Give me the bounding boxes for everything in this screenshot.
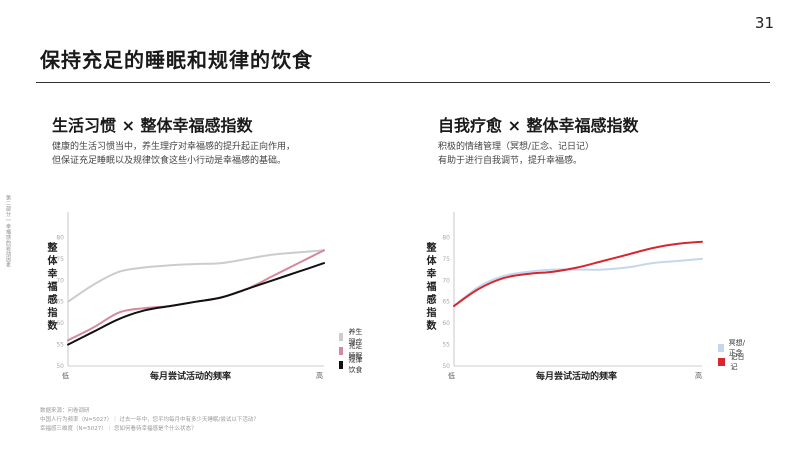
chart-description-line: 积极的情绪管理（冥想/正念、记日记） [438, 142, 595, 152]
y-tick-label: 80 [56, 234, 64, 241]
chart-panel-lifestyle: 生活习惯 × 整体幸福感指数 健康的生活习惯当中，养生理疗对幸福感的提升起正向作… [34, 112, 364, 382]
legend-swatch [339, 347, 344, 355]
legend-label: 冥想/正念 [728, 339, 745, 357]
legend-swatch [339, 333, 344, 341]
data-source-note: 数据来源：问卷调研 中国人行为频率（N=5027）｜ 过去一年中，您平均每月中有… [40, 407, 259, 434]
series-line [453, 240, 703, 307]
y-tick-label: 50 [442, 363, 450, 370]
chart-description-line: 有助于进行自我调节，提升幸福感。 [438, 156, 583, 166]
chart-description-line: 但保证充足睡眠以及规律饮食这些小行动是幸福感的基础。 [52, 156, 287, 166]
y-tick-label: 80 [442, 234, 450, 241]
source-line: 幸福感三维度（N=5027）｜ 您如何看待幸福感是个什么状态？ [40, 426, 197, 432]
legend-item: 记日记 [718, 353, 750, 371]
side-section-label: 第二部分 | 幸福感的驱动因素 [5, 195, 11, 268]
legend-label: 充足睡眠 [348, 342, 363, 360]
legend-label: 养生理疗 [348, 328, 363, 346]
legend-swatch [339, 361, 344, 369]
legend-item: 养生理疗 [339, 328, 364, 346]
y-tick-label: 65 [56, 299, 64, 306]
chart-description-line: 健康的生活习惯当中，养生理疗对幸福感的提升起正向作用， [52, 142, 296, 152]
line-chart-self-healing: 50 55 60 65 70 75 80 [442, 212, 703, 370]
line-chart-lifestyle: 50 55 60 65 70 75 80 [56, 212, 325, 370]
legend-label: 规律饮食 [348, 356, 363, 374]
y-tick-label: 60 [56, 320, 64, 327]
chart-legend: 冥想/正念 记日记 [718, 339, 750, 371]
y-tick-label: 50 [56, 363, 64, 370]
series-line [67, 262, 325, 346]
x-axis-label: 每月尝试活动的频率 [536, 372, 618, 382]
y-tick-label: 75 [56, 256, 64, 263]
y-axis-label: 整体幸福感指数 [424, 242, 435, 333]
y-axis-label: 整体幸福感指数 [45, 242, 56, 333]
legend-swatch [718, 344, 724, 352]
x-axis-low-label: 低 [448, 372, 455, 380]
x-axis-label: 每月尝试活动的频率 [150, 372, 232, 382]
chart-title: 自我疗愈 × 整体幸福感指数 [438, 116, 639, 135]
y-tick-label: 55 [56, 342, 64, 349]
legend-swatch [718, 358, 726, 366]
chart-legend: 养生理疗 充足睡眠 规律饮食 [339, 328, 364, 374]
legend-item: 充足睡眠 [339, 342, 364, 360]
y-tick-label: 70 [56, 277, 64, 284]
chart-title: 生活习惯 × 整体幸福感指数 [52, 116, 253, 135]
x-axis-low-label: 低 [62, 372, 69, 380]
x-axis-high-label: 高 [316, 372, 323, 380]
page-number: 31 [754, 14, 774, 32]
chart-description: 健康的生活习惯当中，养生理疗对幸福感的提升起正向作用， 但保证充足睡眠以及规律饮… [52, 140, 295, 168]
series-line [67, 249, 325, 303]
source-line: 数据来源：问卷调研 [40, 408, 90, 414]
y-tick-label: 70 [442, 277, 450, 284]
x-axis-high-label: 高 [695, 372, 702, 380]
legend-item: 冥想/正念 [718, 339, 750, 357]
chart-panel-self-healing: 自我疗愈 × 整体幸福感指数 积极的情绪管理（冥想/正念、记日记） 有助于进行自… [420, 112, 750, 382]
title-divider [36, 82, 770, 83]
chart-description: 积极的情绪管理（冥想/正念、记日记） 有助于进行自我调节，提升幸福感。 [438, 140, 594, 168]
slide-title: 保持充足的睡眠和规律的饮食 [40, 48, 313, 72]
source-line: 中国人行为频率（N=5027）｜ 过去一年中，您平均每月中有多少天睡眠/尝试以下… [40, 417, 259, 423]
y-tick-label: 65 [442, 299, 450, 306]
y-tick-label: 55 [442, 342, 450, 349]
legend-item: 规律饮食 [339, 356, 364, 374]
legend-label: 记日记 [730, 353, 745, 371]
series-line [453, 257, 703, 307]
y-tick-label: 75 [442, 256, 450, 263]
y-tick-label: 60 [442, 320, 450, 327]
